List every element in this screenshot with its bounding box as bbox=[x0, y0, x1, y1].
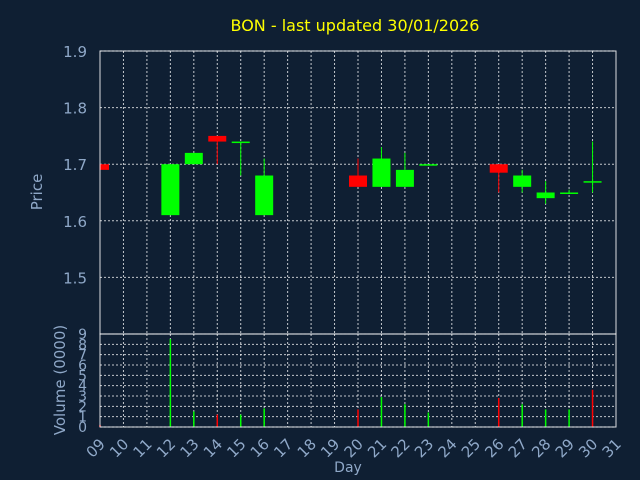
price-tick-label: 1.5 bbox=[63, 269, 87, 287]
price-candles bbox=[99, 135, 602, 216]
day-axis-label: Day bbox=[334, 460, 362, 476]
volume-tick-label: 0 bbox=[78, 420, 87, 436]
volume-tick-label: 1 bbox=[78, 410, 87, 426]
price-axis-label: Price bbox=[28, 174, 46, 211]
volume-tick-label: 7 bbox=[78, 348, 87, 364]
price-tick-label: 1.7 bbox=[63, 156, 87, 174]
price-tick-label: 1.6 bbox=[63, 213, 87, 231]
candle-body bbox=[184, 152, 203, 165]
volume-tick-label: 8 bbox=[78, 337, 87, 353]
volume-panel-frame bbox=[99, 333, 617, 428]
price-tick-label: 1.8 bbox=[63, 100, 87, 118]
volume-axis-label: Volume (0000) bbox=[51, 325, 69, 435]
candle-body bbox=[583, 181, 602, 183]
candle-body bbox=[395, 169, 414, 187]
volume-tick-label: 3 bbox=[78, 389, 87, 405]
volume-tick-label: 5 bbox=[78, 368, 87, 384]
volume-tick-label: 2 bbox=[78, 399, 87, 415]
volume-tick-label: 6 bbox=[78, 358, 87, 374]
volume-tick-label: 4 bbox=[78, 379, 87, 395]
price-tick-label: 1.9 bbox=[63, 43, 87, 61]
chart-title: BON - last updated 30/01/2026 bbox=[231, 16, 480, 35]
candle-body bbox=[255, 175, 274, 216]
volume-tick-label: 9 bbox=[78, 327, 87, 343]
candle-body bbox=[513, 175, 532, 187]
day-axis-ticks: 0910111213141516171819202122232425262728… bbox=[83, 435, 625, 461]
candle-body bbox=[489, 164, 508, 173]
candle-body bbox=[372, 158, 391, 187]
candle-body bbox=[560, 192, 579, 194]
candle-body bbox=[208, 135, 227, 142]
candle-body bbox=[231, 141, 250, 144]
candle-body bbox=[536, 192, 555, 199]
volume-bars bbox=[99, 339, 594, 427]
candle-body bbox=[419, 164, 438, 166]
candle-body bbox=[100, 164, 109, 170]
price-axis-ticks: 1.9 1.8 1.7 1.6 1.5 bbox=[63, 43, 87, 287]
candle-body bbox=[161, 164, 180, 216]
candle-body bbox=[349, 175, 367, 187]
